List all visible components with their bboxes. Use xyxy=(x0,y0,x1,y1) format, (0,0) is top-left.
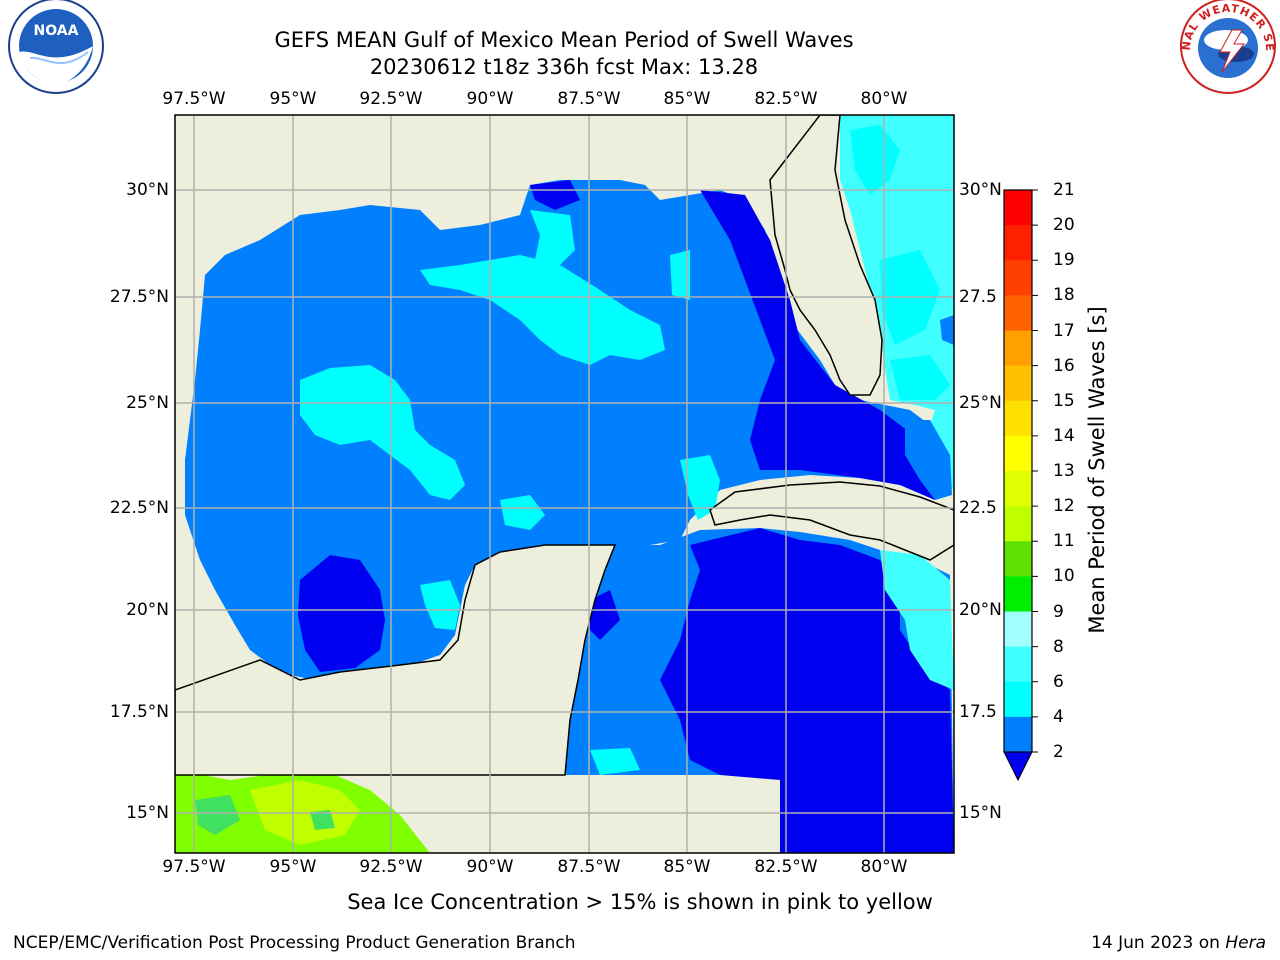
nws-logo-text: NATIONAL WEATHER SERVICE xyxy=(0,0,1275,52)
colorbar-tick-label: 12 xyxy=(1053,496,1075,517)
noaa-logo-text: NOAA xyxy=(34,23,79,39)
lon-label-top: 82.5°W xyxy=(754,89,818,109)
svg-text:NATIONAL WEATHER SERVICE: NATIONAL WEATHER SERVICE xyxy=(0,0,1276,52)
colorbar-tick-label: 8 xyxy=(1053,636,1064,657)
lat-label-right: 20°N xyxy=(959,600,1002,620)
footer-host: Hera xyxy=(1225,933,1266,953)
colorbar-tick-label: 20 xyxy=(1053,215,1075,236)
lat-label-left: 22.5°N xyxy=(109,498,169,518)
colorbar-segment xyxy=(1004,400,1032,437)
colorbar-segment xyxy=(1004,646,1032,683)
map-area xyxy=(175,115,954,853)
lat-label-left: 15°N xyxy=(126,803,169,823)
lat-label-right: 27.5 xyxy=(959,287,997,307)
colorbar-segment xyxy=(1004,260,1032,296)
lon-label-bottom: 87.5°W xyxy=(557,857,621,877)
noaa-logo: NOAA xyxy=(8,0,104,94)
colorbar-segment xyxy=(1004,716,1032,753)
colorbar-segment xyxy=(1004,506,1032,542)
map-frame xyxy=(174,114,955,854)
caribbean-cyan xyxy=(880,550,954,690)
colorbar-label: Mean Period of Swell Waves [s] xyxy=(1085,306,1109,634)
lat-label-left: 30°N xyxy=(126,180,169,200)
lon-label-bottom: 90°W xyxy=(466,857,514,877)
lon-label-bottom: 80°W xyxy=(860,857,908,877)
lat-label-left: 17.5°N xyxy=(109,702,169,722)
lat-label-left: 25°N xyxy=(126,393,169,413)
chart-title: GEFS MEAN Gulf of Mexico Mean Period of … xyxy=(274,28,854,52)
lon-label-top: 85°W xyxy=(663,89,711,109)
colorbar-extend-triangle xyxy=(1003,751,1033,782)
atlantic-blue xyxy=(905,315,954,500)
colorbar xyxy=(1003,189,1038,782)
colorbar-tick-label: 21 xyxy=(1053,180,1075,200)
colorbar-tick-label: 11 xyxy=(1053,531,1075,552)
lon-label-top: 92.5°W xyxy=(359,89,423,109)
lat-label-right: 15°N xyxy=(959,803,1002,823)
lon-label-bottom: 82.5°W xyxy=(754,857,818,877)
colorbar-segment xyxy=(1004,681,1032,718)
colorbar-tick-label: 18 xyxy=(1053,285,1075,306)
colorbar-tick-label: 6 xyxy=(1053,671,1064,692)
colorbar-segment xyxy=(1004,190,1032,226)
colorbar-segment xyxy=(1004,225,1032,261)
colorbar-tick-label: 2 xyxy=(1053,742,1064,762)
chart-subtitle: 20230612 t18z 336h fcst Max: 13.28 xyxy=(369,55,759,79)
lat-label-left: 27.5°N xyxy=(109,287,169,307)
lat-label-right: 30°N xyxy=(959,180,1002,200)
lat-label-right: 25°N xyxy=(959,393,1002,413)
lon-label-bottom: 95°W xyxy=(269,857,317,877)
lon-label-top: 97.5°W xyxy=(162,89,226,109)
colorbar-segment xyxy=(1004,541,1032,577)
lat-label-left: 20°N xyxy=(126,600,169,620)
colorbar-tick-label: 16 xyxy=(1053,355,1075,376)
colorbar-tick-label: 19 xyxy=(1053,250,1075,271)
lon-label-top: 90°W xyxy=(466,89,514,109)
colorbar-tick-label: 14 xyxy=(1053,425,1075,446)
lon-label-top: 87.5°W xyxy=(557,89,621,109)
sea-ice-note: Sea Ice Concentration > 15% is shown in … xyxy=(347,890,933,914)
colorbar-segment xyxy=(1004,471,1032,507)
colorbar-segment xyxy=(1004,576,1032,612)
footer-credit: NCEP/EMC/Verification Post Processing Pr… xyxy=(13,933,576,953)
colorbar-segment xyxy=(1004,365,1032,402)
colorbar-tick-label: 13 xyxy=(1053,461,1075,481)
colorbar-tick-label: 10 xyxy=(1053,566,1075,587)
colorbar-segment xyxy=(1004,295,1032,331)
mid-period-regions xyxy=(300,210,720,775)
footer-date-text: 14 Jun 2023 on xyxy=(1091,933,1226,953)
coastlines xyxy=(175,115,954,776)
colorbar-segment xyxy=(1004,611,1032,648)
lon-label-top: 80°W xyxy=(860,89,908,109)
lon-label-top: 95°W xyxy=(269,89,317,109)
nws-logo: NATIONAL WEATHER SERVICE xyxy=(0,0,1276,94)
lon-label-bottom: 97.5°W xyxy=(162,857,226,877)
lon-label-bottom: 85°W xyxy=(663,857,711,877)
lat-label-right: 22.5 xyxy=(959,498,997,518)
colorbar-tick-label: 9 xyxy=(1053,601,1064,622)
footer-date: 14 Jun 2023 on Hera xyxy=(1091,933,1266,953)
lat-label-right: 17.5 xyxy=(959,702,997,722)
colorbar-segment xyxy=(1004,330,1032,367)
colorbar-tick-label: 4 xyxy=(1053,706,1064,727)
grid-lines xyxy=(175,115,954,853)
lon-label-bottom: 92.5°W xyxy=(359,857,423,877)
colorbar-tick-label: 15 xyxy=(1053,390,1075,411)
colorbar-tick-label: 17 xyxy=(1053,320,1075,341)
colorbar-segment xyxy=(1004,435,1032,472)
